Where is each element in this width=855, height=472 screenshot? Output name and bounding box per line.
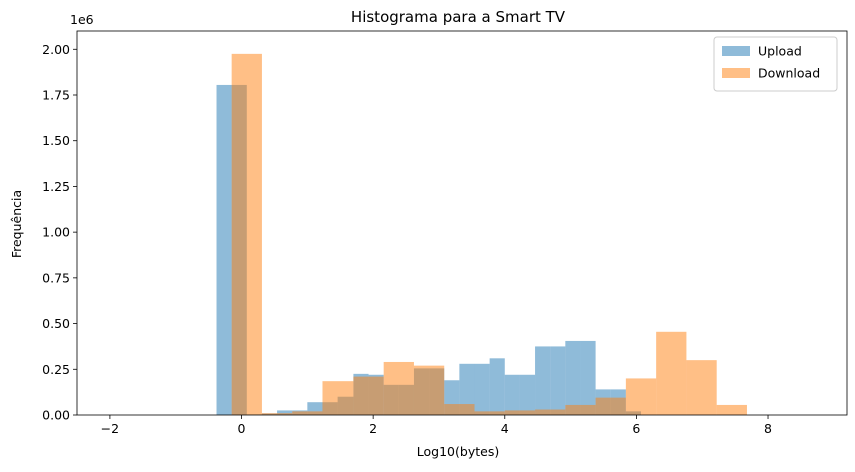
bar-download-6: [413, 365, 445, 415]
bar-download-13: [625, 378, 657, 415]
bar-download-5: [383, 361, 414, 415]
chart-title: Histograma para a Smart TV: [351, 8, 566, 26]
legend-label-download: Download: [758, 66, 820, 81]
y-tick-label: 0.50: [42, 316, 70, 331]
y-tick-label: 1.50: [42, 133, 70, 148]
bar-download-11: [565, 404, 596, 415]
x-tick-label: 2: [369, 421, 377, 436]
bar-download-16: [716, 404, 747, 415]
legend: Upload Download: [713, 36, 838, 92]
y-tick-label: 2.00: [42, 42, 70, 57]
y-tick-label: 1.25: [42, 179, 70, 194]
x-tick-label: 0: [238, 421, 246, 436]
y-tick-label: 0.25: [42, 362, 70, 377]
y-tick-label: 1.75: [42, 88, 70, 103]
bar-upload-24: [580, 340, 596, 415]
bar-upload-0: [216, 84, 232, 415]
bar-download-3: [322, 381, 354, 415]
bar-download-2: [292, 411, 323, 415]
bar-upload-23: [565, 340, 581, 415]
bar-download-4: [353, 376, 384, 415]
legend-swatch-download: [722, 68, 750, 78]
bar-download-7: [444, 404, 475, 415]
bar-upload-16: [459, 363, 475, 415]
legend-label-upload: Upload: [758, 44, 802, 59]
bar-upload-21: [535, 346, 551, 415]
bar-upload-22: [550, 346, 566, 415]
bar-upload-19: [504, 374, 520, 415]
y-axis-label: Frequência: [9, 190, 24, 258]
plot-frame: [76, 30, 848, 416]
bar-upload-20: [519, 374, 536, 415]
bar-download-10: [535, 409, 566, 415]
y-axis-scale-label: 1e6: [70, 12, 94, 27]
x-tick-label: 6: [632, 421, 640, 436]
bar-download-14: [656, 331, 687, 415]
bar-upload-18: [489, 358, 505, 415]
bars-layer: [216, 53, 747, 415]
legend-swatch-upload: [722, 46, 750, 56]
bar-download-9: [504, 410, 536, 415]
bar-download-1: [261, 413, 293, 415]
x-tick-label: 8: [764, 421, 772, 436]
bar-upload-4: [277, 410, 293, 415]
bar-download-15: [686, 360, 717, 415]
x-tick-label: 4: [501, 421, 509, 436]
x-tick-label: −2: [101, 421, 119, 436]
bar-upload-17: [474, 363, 490, 415]
axes-layer: −2 0 2 4 6 8 0.00 0.25 0.50 0.75 1.00 1.25 1.50 1.75 2…: [42, 30, 848, 436]
x-axis-label: Log10(bytes): [417, 444, 499, 459]
bar-download-12: [595, 397, 626, 415]
y-tick-label: 0.00: [42, 408, 70, 423]
y-tick-label: 1.00: [42, 225, 70, 240]
bar-download-0: [231, 53, 262, 415]
y-tick-label: 0.75: [42, 270, 70, 285]
bar-download-8: [474, 411, 505, 415]
